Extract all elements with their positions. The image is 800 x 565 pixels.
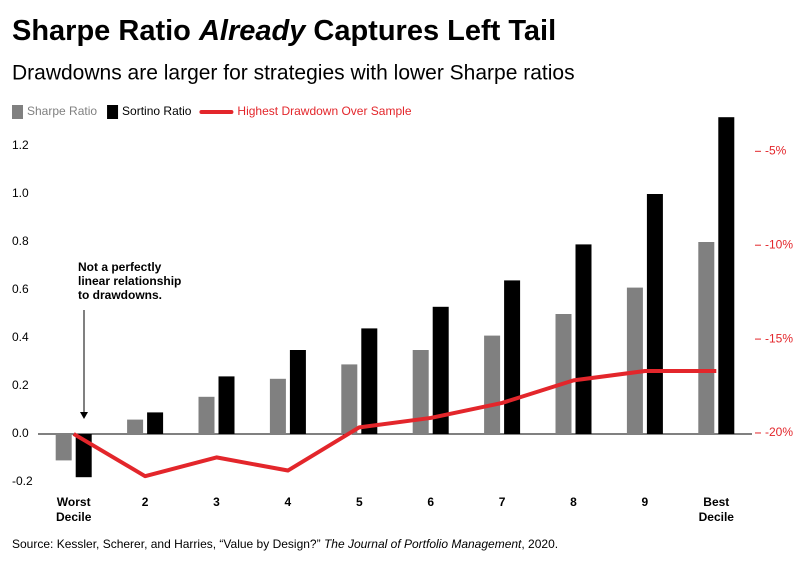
x-tick-label-line: Worst [57, 495, 91, 509]
chart-title: Sharpe Ratio Already Captures Left Tail [12, 15, 556, 47]
y-tick-label: 0.0 [12, 426, 29, 440]
x-tick-label: 2 [142, 495, 149, 509]
drawdown-line [72, 369, 717, 479]
legend-label: Highest Drawdown Over Sample [237, 104, 411, 118]
y2-tick-label: -20% [765, 425, 793, 439]
bar [484, 335, 501, 434]
x-tick-label: 4 [285, 495, 292, 509]
bar [341, 364, 358, 434]
source-part: Source: Kessler, Scherer, and Harries, “… [12, 537, 324, 551]
annotation: to drawdowns. [78, 288, 162, 302]
bar [75, 434, 92, 478]
bar [198, 396, 215, 434]
x-tick-label: 8 [570, 495, 577, 509]
source-part: , 2020. [521, 537, 558, 551]
source: Source: Kessler, Scherer, and Harries, “… [12, 537, 558, 551]
annotation: Not a perfectly [78, 260, 162, 274]
x-tick-label: 3 [213, 495, 220, 509]
bar [289, 350, 306, 434]
y-tick-label: 0.6 [12, 282, 29, 296]
y-tick-label: 0.4 [12, 330, 29, 344]
bar [55, 434, 72, 461]
x-tick-label-line: Best [703, 495, 729, 509]
x-tick-label: Worst Decile [56, 495, 92, 524]
annotation: linear relationship [78, 274, 181, 288]
y-tick-label: 0.8 [12, 234, 29, 248]
title-part: Already [198, 15, 307, 47]
bar [555, 314, 572, 434]
y2-tick-label: -10% [765, 237, 793, 251]
y-tick-label: 0.2 [12, 378, 29, 392]
x-tick-label-line: Decile [56, 510, 92, 524]
bar [718, 117, 735, 434]
annotation-arrowhead [80, 412, 88, 419]
x-tick-label: Best Decile [699, 495, 735, 524]
x-tick-label-line: Decile [699, 510, 735, 524]
y-tick-label: 1.0 [12, 186, 29, 200]
x-tick-label: 6 [427, 495, 434, 509]
y2-tick-label: -5% [765, 143, 787, 157]
y-tick-label: 1.2 [12, 138, 29, 152]
bar [269, 378, 286, 434]
x-tick-label: 5 [356, 495, 363, 509]
bar [147, 412, 164, 434]
bar [127, 419, 144, 434]
bar [361, 328, 378, 434]
bar [412, 350, 429, 434]
bar [646, 194, 663, 434]
bar [218, 376, 235, 434]
y-tick-label: -0.2 [12, 474, 33, 488]
legend-label: Sortino Ratio [122, 104, 192, 118]
chart-subtitle: Drawdowns are larger for strategies with… [12, 62, 575, 85]
bar [432, 306, 449, 434]
x-tick-label: 7 [499, 495, 506, 509]
bar [626, 287, 643, 434]
bar [575, 244, 592, 434]
bar [504, 280, 521, 434]
legend-swatch [12, 105, 23, 119]
title-part: Captures Left Tail [305, 15, 556, 47]
y2-tick-label: -15% [765, 331, 793, 345]
title-part: Sharpe Ratio [12, 15, 199, 47]
bar [698, 242, 715, 434]
source-part: The Journal of Portfolio Management [324, 537, 522, 551]
legend-label: Sharpe Ratio [27, 104, 97, 118]
legend-swatch [107, 105, 119, 119]
x-tick-label: 9 [642, 495, 649, 509]
